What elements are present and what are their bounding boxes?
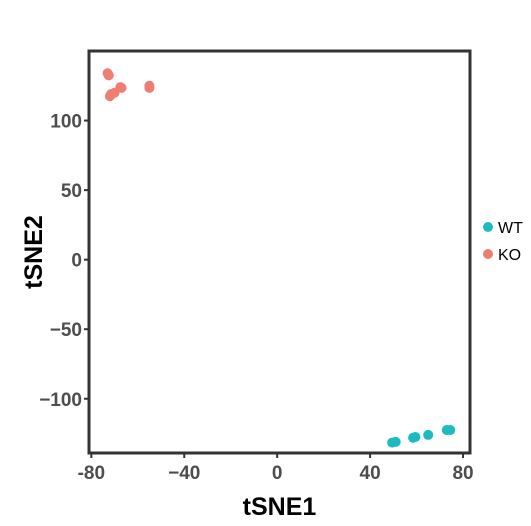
legend-label-wt: WT <box>498 220 523 237</box>
legend: WT KO <box>483 220 523 264</box>
y-tick-label: 50 <box>61 181 82 202</box>
y-tick-label: −50 <box>50 320 82 341</box>
legend-key-wt <box>483 222 493 232</box>
data-point-wt <box>445 425 456 436</box>
data-points <box>102 68 456 448</box>
plot-panel-border <box>87 49 472 455</box>
legend-label-ko: KO <box>498 247 521 264</box>
data-point-wt <box>410 432 421 443</box>
y-axis-title: tSNE2 <box>20 215 48 289</box>
data-point-wt <box>390 436 401 447</box>
y-tick-label: 100 <box>50 112 82 133</box>
x-axis-title: tSNE1 <box>243 493 317 521</box>
x-tick-label: 80 <box>452 463 473 484</box>
x-tick-label: 0 <box>272 463 283 484</box>
legend-key-ko <box>483 249 493 259</box>
y-tick-label: −100 <box>39 390 82 411</box>
y-axis-ticks: 100 50 0 −50 −100 <box>39 112 89 411</box>
data-point-ko <box>103 70 114 81</box>
data-point-ko <box>116 82 127 93</box>
x-axis-ticks: -80 −40 0 40 80 <box>78 453 474 484</box>
y-tick-label: 0 <box>71 251 82 272</box>
x-tick-label: −40 <box>168 463 200 484</box>
x-tick-label: 40 <box>360 463 381 484</box>
data-point-ko <box>144 82 155 93</box>
data-point-wt <box>423 429 434 440</box>
x-tick-label: -80 <box>78 463 105 484</box>
